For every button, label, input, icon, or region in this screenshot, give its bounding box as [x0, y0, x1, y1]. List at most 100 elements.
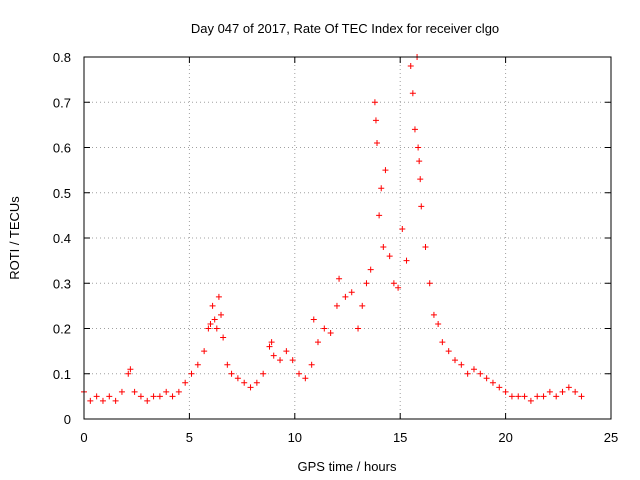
- data-point: [336, 275, 343, 282]
- data-point: [205, 325, 212, 332]
- data-point: [163, 388, 170, 395]
- data-point: [359, 302, 366, 309]
- data-point: [372, 117, 379, 124]
- data-point: [426, 280, 433, 287]
- data-point: [439, 339, 446, 346]
- data-point: [386, 253, 393, 260]
- data-point: [422, 244, 429, 251]
- data-point: [150, 393, 157, 400]
- data-point: [411, 126, 418, 133]
- data-point: [268, 339, 275, 346]
- data-point: [175, 388, 182, 395]
- x-tick-label: 25: [604, 430, 618, 445]
- data-point: [228, 370, 235, 377]
- data-point: [430, 311, 437, 318]
- data-point: [215, 293, 222, 300]
- data-point: [144, 397, 151, 404]
- plot-frame: [83, 56, 612, 420]
- data-point: [407, 63, 414, 70]
- data-point: [277, 357, 284, 364]
- data-point: [489, 379, 496, 386]
- data-point: [218, 311, 225, 318]
- data-point: [308, 361, 315, 368]
- data-point: [483, 375, 490, 382]
- data-point: [521, 393, 528, 400]
- data-point: [435, 320, 442, 327]
- data-point: [169, 393, 176, 400]
- data-point: [546, 388, 553, 395]
- data-point: [534, 393, 541, 400]
- data-point: [137, 393, 144, 400]
- y-tick-label: 0.8: [53, 50, 71, 65]
- data-points: [81, 54, 585, 404]
- x-tick-label: 5: [186, 430, 193, 445]
- data-point: [156, 393, 163, 400]
- data-point: [415, 144, 422, 151]
- data-point: [470, 366, 477, 373]
- data-point: [452, 357, 459, 364]
- data-point: [342, 293, 349, 300]
- data-point: [382, 167, 389, 174]
- data-point: [207, 320, 214, 327]
- y-tick-label: 0.2: [53, 322, 71, 337]
- data-point: [559, 388, 566, 395]
- data-point: [302, 375, 309, 382]
- y-tick-label: 0: [64, 412, 71, 427]
- data-point: [247, 384, 254, 391]
- data-point: [515, 393, 522, 400]
- data-point: [496, 384, 503, 391]
- data-point: [182, 379, 189, 386]
- x-tick-label: 20: [498, 430, 512, 445]
- data-point: [241, 379, 248, 386]
- data-point: [333, 302, 340, 309]
- data-point: [327, 330, 334, 337]
- data-point: [367, 266, 374, 273]
- data-point: [93, 393, 100, 400]
- data-point: [209, 302, 216, 309]
- data-point: [527, 397, 534, 404]
- y-tick-label: 0.5: [53, 186, 71, 201]
- x-tick-label: 0: [80, 430, 87, 445]
- data-point: [260, 370, 267, 377]
- y-tick-label: 0.7: [53, 95, 71, 110]
- data-point: [378, 185, 385, 192]
- data-point: [458, 361, 465, 368]
- data-point: [310, 316, 317, 323]
- data-point: [418, 203, 425, 210]
- data-point: [188, 370, 195, 377]
- data-point: [403, 257, 410, 264]
- data-point: [380, 244, 387, 251]
- y-axis-label: ROTI / TECUs: [7, 196, 22, 280]
- x-axis-label: GPS time / hours: [298, 459, 397, 474]
- data-point: [211, 316, 218, 323]
- data-point: [348, 289, 355, 296]
- data-point: [578, 393, 585, 400]
- data-point: [112, 397, 119, 404]
- data-point: [127, 366, 134, 373]
- data-point: [125, 370, 132, 377]
- data-point: [376, 212, 383, 219]
- y-tick-label: 0.4: [53, 231, 71, 246]
- data-point: [106, 393, 113, 400]
- data-point: [390, 280, 397, 287]
- x-tick-label: 10: [288, 430, 302, 445]
- data-point: [266, 343, 273, 350]
- data-point: [371, 99, 378, 106]
- data-point: [363, 280, 370, 287]
- data-point: [540, 393, 547, 400]
- data-point: [289, 357, 296, 364]
- data-point: [296, 370, 303, 377]
- data-point: [224, 361, 231, 368]
- data-point: [87, 397, 94, 404]
- data-point: [194, 361, 201, 368]
- data-point: [572, 388, 579, 395]
- data-point: [220, 334, 227, 341]
- data-point: [99, 397, 106, 404]
- chart-title: Day 047 of 2017, Rate Of TEC Index for r…: [191, 21, 499, 36]
- y-tick-label: 0.6: [53, 141, 71, 156]
- data-point: [399, 225, 406, 232]
- data-point: [213, 325, 220, 332]
- data-point: [355, 325, 362, 332]
- grid-lines: [84, 57, 611, 419]
